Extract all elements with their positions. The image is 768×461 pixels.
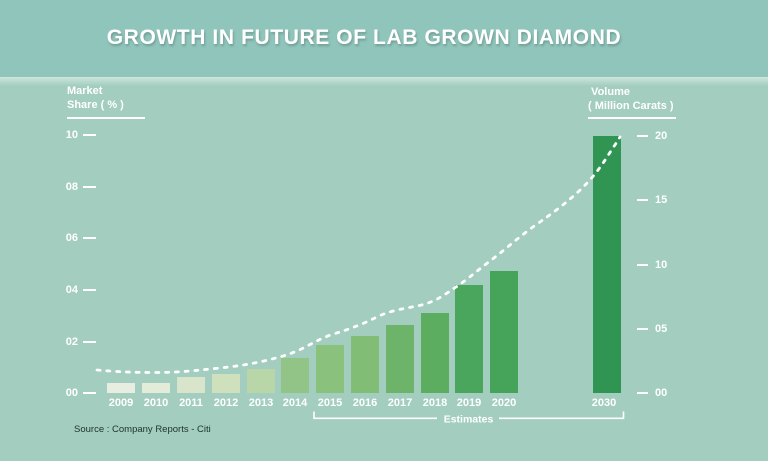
svg-text:Estimates: Estimates: [444, 413, 494, 425]
